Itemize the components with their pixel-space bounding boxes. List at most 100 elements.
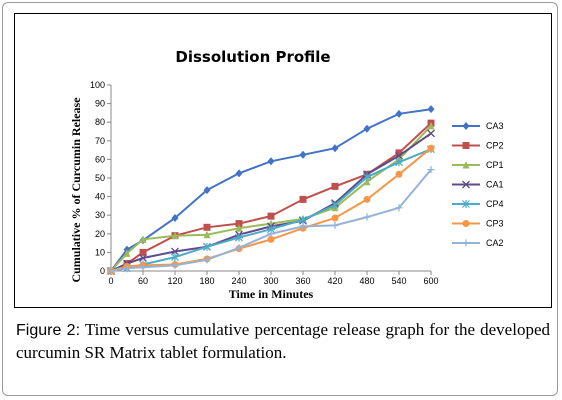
series-line-ca1 bbox=[110, 132, 432, 272]
data-point-cp1 bbox=[427, 121, 435, 130]
data-point-cp4 bbox=[363, 173, 371, 182]
data-point-cp4 bbox=[395, 158, 403, 167]
legend-marker-cp3 bbox=[462, 220, 470, 227]
data-point-cp1 bbox=[363, 177, 371, 186]
series-cp2 bbox=[107, 119, 435, 275]
data-point-ca3 bbox=[331, 144, 339, 153]
data-point-ca2 bbox=[235, 244, 243, 252]
data-point-ca2 bbox=[395, 204, 403, 212]
data-point-ca2 bbox=[331, 221, 339, 229]
legend-item-cp2: CP2 bbox=[452, 141, 504, 151]
legend-marker-ca1 bbox=[462, 180, 470, 189]
x-tick-label: 300 bbox=[263, 276, 278, 286]
data-point-ca2 bbox=[267, 230, 275, 238]
x-tick-label: 60 bbox=[138, 276, 148, 286]
y-tick-label: 50 bbox=[95, 173, 105, 183]
figure-frame: Dissolution Profile 0 10 20 30 40 50 60 70 80 90 1… bbox=[2, 2, 558, 396]
data-point-cp4 bbox=[171, 253, 179, 262]
y-tick-label: 20 bbox=[95, 229, 105, 239]
series-line-cp1 bbox=[110, 125, 432, 272]
x-tick-label: 240 bbox=[231, 276, 246, 286]
data-point-ca2 bbox=[107, 267, 115, 275]
y-tick-label: 100 bbox=[90, 80, 105, 90]
data-point-cp3 bbox=[267, 235, 275, 243]
y-tick-label: 0 bbox=[100, 266, 105, 276]
data-point-ca2 bbox=[203, 256, 211, 264]
dissolution-chart: Dissolution Profile 0 10 20 30 40 50 60 70 80 90 1… bbox=[69, 48, 504, 301]
data-point-cp2 bbox=[139, 248, 147, 256]
data-point-ca3 bbox=[395, 109, 403, 118]
data-point-cp2 bbox=[299, 195, 307, 203]
data-point-ca2 bbox=[299, 222, 307, 230]
x-tick-label: 600 bbox=[423, 276, 438, 286]
y-tick-label: 80 bbox=[95, 117, 105, 127]
legend-marker-ca2 bbox=[462, 239, 470, 247]
data-point-cp1 bbox=[139, 235, 147, 243]
data-point-cp1 bbox=[235, 224, 243, 232]
data-point-cp1 bbox=[203, 230, 211, 239]
data-point-cp4 bbox=[299, 215, 307, 224]
legend-marker-ca3 bbox=[462, 122, 470, 130]
data-point-cp3 bbox=[395, 170, 403, 178]
y-axis-label: Cumulative % of Curcumin Release bbox=[69, 97, 83, 283]
data-point-ca2 bbox=[363, 213, 371, 221]
legend-label-cp4: CP4 bbox=[486, 199, 504, 209]
x-tick-label: 540 bbox=[391, 276, 406, 286]
x-tick-label: 120 bbox=[167, 276, 182, 286]
data-point-cp4 bbox=[331, 200, 339, 209]
legend-item-ca1: CA1 bbox=[452, 180, 504, 190]
legend-label-cp3: CP3 bbox=[486, 219, 504, 229]
axes: 0 10 20 30 40 50 60 70 80 90 100 0 60 120 180 240 300 360… bbox=[90, 80, 439, 286]
legend-marker-cp2 bbox=[462, 142, 470, 149]
series-ca1 bbox=[107, 129, 435, 275]
data-point-ca2 bbox=[427, 166, 435, 174]
x-tick-label: 180 bbox=[199, 276, 214, 286]
data-point-cp2 bbox=[235, 220, 243, 228]
data-point-cp3 bbox=[363, 195, 371, 203]
series-line-ca3 bbox=[110, 108, 432, 272]
legend-marker-cp1 bbox=[462, 161, 470, 169]
data-point-cp4 bbox=[235, 233, 243, 242]
data-point-ca2 bbox=[171, 261, 179, 269]
x-tick-label: 0 bbox=[108, 276, 113, 286]
data-point-ca2 bbox=[123, 264, 131, 272]
data-point-cp1 bbox=[123, 249, 131, 257]
series-line-cp3 bbox=[110, 147, 432, 272]
data-point-cp1 bbox=[171, 231, 179, 240]
data-point-cp2 bbox=[395, 149, 403, 157]
legend-label-cp2: CP2 bbox=[486, 141, 504, 151]
y-tick-label: 90 bbox=[95, 99, 105, 109]
legend-item-cp4: CP4 bbox=[452, 199, 504, 209]
legend-label-ca1: CA1 bbox=[486, 180, 504, 190]
data-point-ca3 bbox=[267, 157, 275, 166]
legend-label-ca2: CA2 bbox=[486, 238, 504, 248]
data-point-ca2 bbox=[139, 263, 147, 271]
x-tick-label: 360 bbox=[295, 276, 310, 286]
data-point-ca3 bbox=[427, 105, 435, 114]
data-point-ca1 bbox=[395, 151, 403, 160]
data-point-cp2 bbox=[203, 223, 211, 231]
y-tick-label: 70 bbox=[95, 136, 105, 146]
data-point-ca3 bbox=[299, 150, 307, 159]
chart-title: Dissolution Profile bbox=[175, 48, 330, 66]
y-tick-label: 60 bbox=[95, 154, 105, 164]
figure-caption: Figure 2: Time versus cumulative percent… bbox=[16, 319, 550, 364]
y-tick-label: 40 bbox=[95, 192, 105, 202]
series-cp1 bbox=[107, 121, 435, 275]
data-point-cp2 bbox=[267, 212, 275, 220]
figure-caption-text: Time versus cumulative percentage releas… bbox=[16, 320, 551, 362]
x-tick-label: 480 bbox=[359, 276, 374, 286]
legend-item-cp3: CP3 bbox=[452, 219, 504, 229]
y-tick-label: 10 bbox=[95, 247, 105, 257]
figure-label: Figure 2: bbox=[16, 322, 81, 339]
data-point-cp3 bbox=[427, 144, 435, 152]
chart-area: Dissolution Profile 0 10 20 30 40 50 60 70 80 90 1… bbox=[14, 13, 552, 308]
y-tick-label: 30 bbox=[95, 210, 105, 220]
legend-item-cp1: CP1 bbox=[452, 160, 504, 170]
x-tick-label: 420 bbox=[327, 276, 342, 286]
series-line-cp2 bbox=[110, 122, 432, 272]
data-point-ca1 bbox=[139, 254, 147, 262]
data-point-ca3 bbox=[171, 213, 179, 222]
series-layer bbox=[107, 105, 435, 275]
series-ca2 bbox=[107, 166, 435, 275]
